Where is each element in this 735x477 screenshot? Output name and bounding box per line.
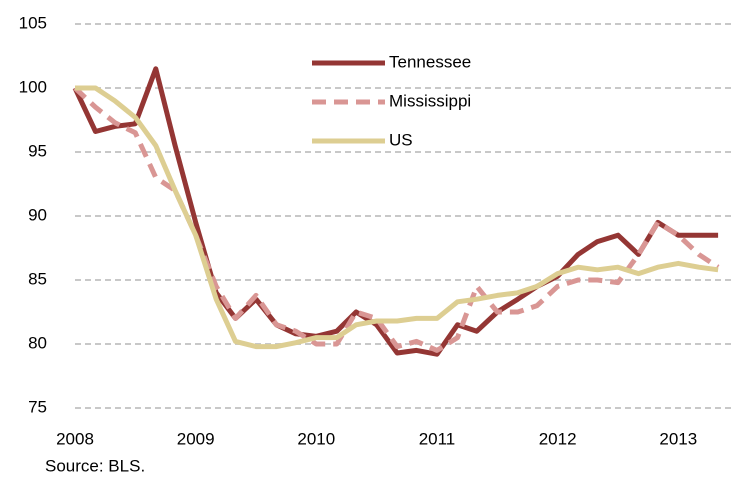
y-tick-label: 85 [28,269,47,288]
series-line [72,66,719,357]
legend-label: Mississippi [389,91,471,110]
source-note: Source: BLS. [45,456,145,475]
legend-label: US [389,130,413,149]
y-tick-label: 80 [28,333,47,352]
y-tick-label: 100 [19,77,47,96]
y-tick-label: 95 [28,141,47,160]
legend-label: Tennessee [389,52,471,71]
x-tick-label: 2008 [56,429,94,448]
y-tick-label: 90 [28,205,47,224]
x-tick-label: 2009 [177,429,215,448]
x-tick-label: 2013 [659,429,697,448]
y-tick-label: 105 [19,13,47,32]
x-tick-label: 2012 [539,429,577,448]
x-tick-label: 2010 [297,429,335,448]
y-tick-label: 75 [28,397,47,416]
x-tick-label: 2011 [419,429,456,448]
series-line [75,85,719,350]
